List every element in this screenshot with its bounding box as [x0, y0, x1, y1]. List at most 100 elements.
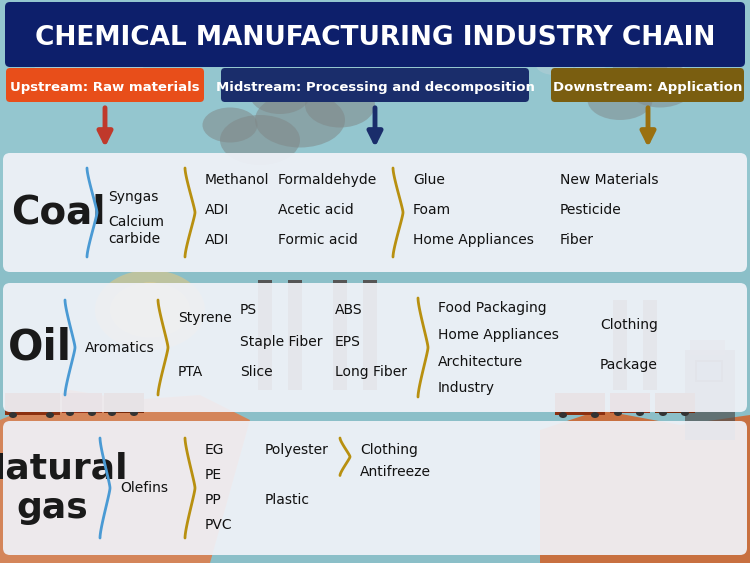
Text: Natural
gas: Natural gas	[0, 452, 128, 525]
Text: Staple Fiber: Staple Fiber	[240, 335, 322, 349]
Bar	[685, 350, 735, 440]
Text: Downstream: Application: Downstream: Application	[554, 81, 742, 93]
Ellipse shape	[562, 40, 617, 70]
FancyBboxPatch shape	[5, 2, 745, 67]
Bar	[610, 393, 650, 413]
Ellipse shape	[250, 76, 310, 114]
Ellipse shape	[95, 270, 205, 350]
Bar	[288, 280, 302, 390]
Polygon shape	[0, 390, 250, 563]
Text: Upstream: Raw materials: Upstream: Raw materials	[10, 81, 200, 93]
Text: Home Appliances: Home Appliances	[438, 328, 559, 342]
FancyBboxPatch shape	[3, 283, 747, 412]
Ellipse shape	[614, 410, 622, 416]
Text: Foam: Foam	[413, 203, 452, 217]
Text: ADI: ADI	[205, 203, 230, 217]
Ellipse shape	[536, 55, 574, 75]
Bar	[613, 300, 627, 390]
Text: New Materials: New Materials	[560, 173, 658, 187]
Text: Clothing: Clothing	[360, 443, 418, 457]
Bar	[695, 360, 723, 382]
Text: Aromatics: Aromatics	[85, 341, 154, 355]
Text: PE: PE	[205, 468, 222, 482]
Bar	[333, 280, 347, 390]
Polygon shape	[540, 410, 750, 563]
Bar	[62, 393, 102, 413]
Ellipse shape	[659, 410, 667, 416]
Text: Pesticide: Pesticide	[560, 203, 622, 217]
Text: CHEMICAL MANUFACTURING INDUSTRY CHAIN: CHEMICAL MANUFACTURING INDUSTRY CHAIN	[34, 25, 715, 51]
Bar	[690, 340, 725, 355]
Ellipse shape	[110, 283, 190, 337]
Text: Methanol: Methanol	[205, 173, 269, 187]
Bar	[363, 280, 377, 390]
Text: Food Packaging: Food Packaging	[438, 301, 547, 315]
Ellipse shape	[613, 52, 668, 87]
Bar	[655, 393, 695, 413]
Bar	[104, 393, 144, 413]
Ellipse shape	[66, 410, 74, 416]
Text: Industry: Industry	[438, 381, 495, 395]
Text: EG: EG	[205, 443, 224, 457]
Text: Home Appliances: Home Appliances	[413, 233, 534, 247]
Ellipse shape	[625, 62, 695, 108]
Text: Calcium
carbide: Calcium carbide	[108, 216, 164, 245]
Text: ADI: ADI	[205, 233, 230, 247]
Bar	[258, 280, 272, 390]
Text: Formic acid: Formic acid	[278, 233, 358, 247]
Bar	[5, 393, 60, 415]
Text: PTA: PTA	[178, 365, 203, 379]
Bar	[697, 362, 721, 380]
Text: PVC: PVC	[205, 518, 232, 532]
Text: Acetic acid: Acetic acid	[278, 203, 354, 217]
Ellipse shape	[125, 68, 165, 88]
Ellipse shape	[50, 59, 110, 91]
Text: Antifreeze: Antifreeze	[360, 466, 431, 480]
Text: Coal: Coal	[10, 194, 105, 231]
Text: Glue: Glue	[413, 173, 445, 187]
Text: Clothing: Clothing	[600, 318, 658, 332]
FancyBboxPatch shape	[551, 68, 744, 102]
Text: EPS: EPS	[335, 335, 361, 349]
Text: Formaldehyde: Formaldehyde	[278, 173, 377, 187]
Ellipse shape	[615, 31, 665, 59]
Text: Olefins: Olefins	[120, 481, 168, 495]
Text: Package: Package	[600, 358, 658, 372]
Text: PS: PS	[240, 303, 257, 317]
Ellipse shape	[587, 80, 652, 120]
Ellipse shape	[650, 49, 690, 71]
FancyBboxPatch shape	[221, 68, 529, 102]
Text: PP: PP	[205, 493, 222, 507]
Ellipse shape	[220, 115, 300, 165]
Ellipse shape	[130, 410, 138, 416]
Ellipse shape	[88, 410, 96, 416]
Text: Architecture: Architecture	[438, 355, 524, 369]
Ellipse shape	[595, 24, 635, 46]
Bar	[0, 0, 750, 200]
Bar	[555, 393, 605, 415]
Ellipse shape	[636, 410, 644, 416]
Text: Syngas: Syngas	[108, 190, 158, 203]
Text: Plastic: Plastic	[265, 493, 310, 507]
Text: Fiber: Fiber	[560, 233, 594, 247]
Text: Polyester: Polyester	[265, 443, 328, 457]
Ellipse shape	[46, 412, 54, 418]
Ellipse shape	[305, 83, 375, 127]
FancyBboxPatch shape	[6, 68, 204, 102]
Ellipse shape	[34, 54, 76, 76]
Ellipse shape	[202, 108, 257, 142]
Bar	[643, 300, 657, 390]
Text: Oil: Oil	[8, 327, 72, 369]
Text: Styrene: Styrene	[178, 311, 232, 325]
Ellipse shape	[92, 46, 148, 74]
Ellipse shape	[681, 410, 689, 416]
Ellipse shape	[559, 412, 567, 418]
Ellipse shape	[9, 412, 17, 418]
FancyBboxPatch shape	[3, 421, 747, 555]
Ellipse shape	[591, 412, 599, 418]
Ellipse shape	[108, 410, 116, 416]
Text: ABS: ABS	[335, 303, 363, 317]
Text: Long Fiber: Long Fiber	[335, 365, 407, 379]
Text: Slice: Slice	[240, 365, 273, 379]
Text: Midstream: Processing and decomposition: Midstream: Processing and decomposition	[215, 81, 535, 93]
